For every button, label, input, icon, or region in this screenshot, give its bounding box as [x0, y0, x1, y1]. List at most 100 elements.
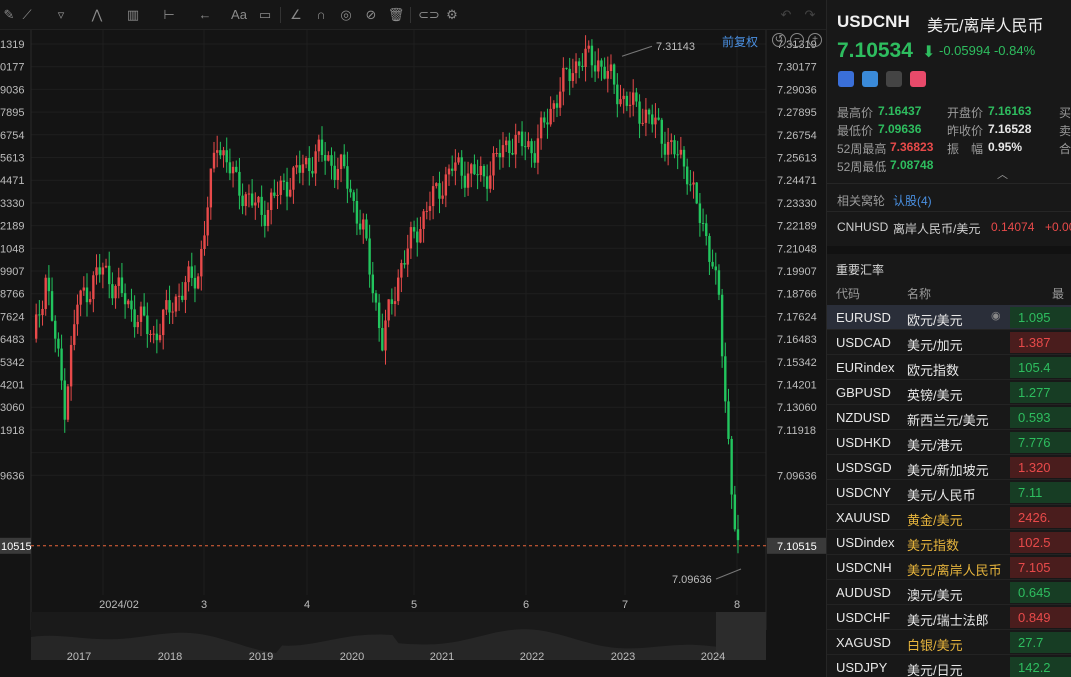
rate-row[interactable]: USDSGD 美元/新加坡元 1.320	[827, 455, 1071, 480]
candle-body	[609, 64, 613, 72]
ruler-icon[interactable]: ∠	[290, 7, 302, 22]
rate-row[interactable]: USDHKD 美元/港元 7.776	[827, 430, 1071, 455]
cross-name: 离岸人民币/美元	[893, 222, 981, 236]
pattern-icon[interactable]: ⋀	[91, 7, 103, 22]
candle-body	[63, 380, 66, 420]
rate-name: 黄金/美元	[907, 513, 963, 528]
plot-area	[31, 30, 766, 595]
candle-body	[177, 295, 181, 297]
candle-body	[241, 195, 244, 207]
rate-row[interactable]: NZDUSD 新西兰元/美元 0.593	[827, 405, 1071, 430]
cross-rate-row[interactable]: CNHUSD 离岸人民币/美元 0.14074 +0.00	[827, 214, 1071, 240]
candle-body	[555, 103, 559, 108]
rate-name: 澳元/美元	[907, 588, 963, 603]
rate-row[interactable]: USDindex 美元指数 102.5	[827, 530, 1071, 555]
amplitude-value: 0.95%	[988, 140, 1023, 154]
comment-icon[interactable]: ▭	[258, 7, 272, 22]
arrow-icon[interactable]: ←	[198, 7, 212, 22]
rate-row[interactable]: USDCAD 美元/加元 1.387	[827, 330, 1071, 355]
rate-row[interactable]: EURUSD 欧元/美元 1.095 ◉	[827, 305, 1071, 330]
rate-row[interactable]: EURindex 欧元指数 105.4	[827, 355, 1071, 380]
candle-body	[114, 285, 117, 299]
candle-body	[34, 314, 38, 339]
candlestick-chart[interactable]: 7.31319 1319 7.30177 0177 7.29036 9036 7.27895…	[0, 30, 826, 677]
candle-body	[495, 152, 498, 154]
date-tick-label: 4	[304, 599, 310, 611]
left-tick-label: 1319	[0, 39, 24, 51]
candle-body	[606, 71, 609, 79]
candle-body	[263, 214, 267, 226]
rate-code: NZDUSD	[836, 410, 891, 425]
undo-icon[interactable]: ↶	[780, 7, 792, 22]
candle-body	[333, 165, 336, 180]
left-tick-label: 6483	[0, 334, 24, 346]
rate-row[interactable]: GBPUSD 英镑/美元 1.277	[827, 380, 1071, 405]
tag-icon[interactable]	[862, 71, 878, 87]
chart-canvas[interactable]: 7.3131913197.3017701777.2903690367.27895…	[0, 30, 826, 677]
reset-icon[interactable]: ↺	[772, 33, 786, 47]
range-icon[interactable]: ⊢	[163, 7, 175, 22]
trend-line-icon[interactable]: ⟋	[22, 7, 32, 22]
candle-body	[206, 207, 209, 236]
certificates-link[interactable]: 认股(4)	[893, 194, 932, 208]
globe-icon[interactable]	[838, 71, 854, 87]
candle-body	[692, 182, 695, 185]
rate-row[interactable]: XAGUSD 白银/美元 27.7	[827, 630, 1071, 655]
candle-body	[66, 386, 70, 420]
col-name-header[interactable]: 名称	[907, 287, 932, 301]
price-tick-label: 7.14201	[777, 380, 817, 392]
price-tick-label: 7.25613	[777, 153, 817, 165]
candle-body	[593, 65, 597, 72]
pencil-icon[interactable]: ✎	[3, 7, 15, 22]
rate-row[interactable]: USDJPY 美元/日元 142.2	[827, 655, 1071, 677]
zoom-in-icon[interactable]: +	[808, 33, 822, 47]
candle-body	[597, 60, 600, 72]
rate-row[interactable]: AUDUSD 澳元/美元 0.645	[827, 580, 1071, 605]
low-marker-label: 7.09636	[672, 574, 712, 586]
col-latest-header[interactable]: 最新	[1052, 287, 1065, 323]
text-icon[interactable]: Aa	[231, 7, 247, 22]
low-value: 7.09636	[878, 122, 922, 136]
fib-icon[interactable]: ▿	[57, 7, 65, 22]
date-tick-label: 5	[411, 599, 417, 611]
favorite-icon[interactable]	[910, 71, 926, 87]
eye-icon[interactable]: ◎	[340, 7, 352, 22]
candle-body	[142, 306, 146, 316]
candle-body	[730, 438, 733, 495]
candle-body	[581, 65, 584, 67]
zoom-out-icon[interactable]: −	[790, 33, 804, 47]
rate-code: USDCNY	[836, 485, 891, 500]
col-code-header[interactable]: 代码	[836, 287, 861, 301]
trash-icon[interactable]: 🗑	[387, 7, 405, 22]
rates-title: 重要汇率	[836, 263, 885, 277]
candle-body	[625, 95, 629, 106]
candle-body	[695, 182, 698, 204]
rate-row[interactable]: USDCNY 美元/人民币 7.11	[827, 480, 1071, 505]
year-label: 2021	[430, 651, 454, 663]
rate-row[interactable]: USDCNH 美元/离岸人民币 7.105	[827, 555, 1071, 580]
candle-body	[308, 158, 311, 172]
left-tick-label: 0177	[0, 62, 24, 74]
candle-body	[492, 153, 495, 176]
candle-body	[215, 150, 219, 153]
rate-name: 美元/离岸人民币	[907, 563, 1002, 578]
hide-icon[interactable]: ⊘	[365, 7, 377, 22]
settings-icon[interactable]: ⚙	[446, 7, 458, 22]
magnet-icon[interactable]: ∩	[316, 7, 326, 22]
rate-value: 1.320	[1010, 457, 1071, 478]
adjust-mode-label[interactable]: 前复权	[722, 35, 759, 49]
candle-body	[174, 296, 178, 312]
collapse-chevron-icon[interactable]: ︿	[997, 169, 1008, 181]
candle-body	[181, 295, 184, 300]
link-icon[interactable]: ⊂⊃	[418, 7, 440, 22]
note-icon[interactable]	[886, 71, 902, 87]
rate-row[interactable]: XAUUSD 黄金/美元 2426.	[827, 505, 1071, 530]
redo-icon[interactable]: ↷	[804, 7, 816, 22]
rate-row[interactable]: USDCHF 美元/瑞士法郎 0.849	[827, 605, 1071, 630]
candle-body	[587, 45, 590, 49]
measure-icon[interactable]: ▥	[126, 7, 140, 22]
watch-icon[interactable]: ◉	[991, 310, 1001, 322]
rate-name: 英镑/美元	[907, 388, 963, 403]
candle-body	[574, 61, 578, 74]
candle-body	[397, 277, 400, 302]
